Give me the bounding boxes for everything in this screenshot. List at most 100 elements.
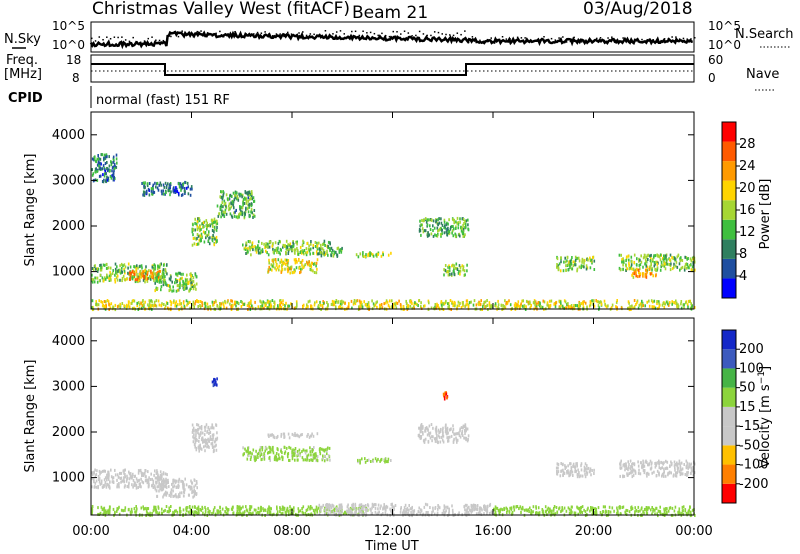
heatmap-cell	[292, 241, 294, 245]
heatmap-cell	[197, 217, 199, 221]
heatmap-cell	[179, 281, 181, 285]
heatmap-cell	[158, 482, 160, 486]
heatmap-cell	[521, 304, 524, 308]
heatmap-cell	[249, 248, 251, 252]
heatmap-cell	[173, 512, 175, 516]
heatmap-cell	[462, 218, 465, 221]
nsearch-dot	[170, 35, 172, 38]
heatmap-cell	[451, 272, 453, 276]
heatmap-cell	[562, 462, 564, 466]
heatmap-cell	[690, 462, 692, 466]
heatmap-cell	[174, 189, 176, 193]
heatmap-cell	[563, 260, 565, 264]
heatmap-cell	[164, 268, 167, 272]
heatmap-cell	[671, 255, 673, 259]
heatmap-cell	[138, 276, 140, 280]
heatmap-cell	[268, 261, 270, 265]
heatmap-cell	[179, 495, 181, 498]
heatmap-cell	[148, 299, 151, 303]
heatmap-cell	[360, 510, 362, 514]
heatmap-cell	[329, 504, 332, 508]
heatmap-cell	[563, 306, 565, 310]
heatmap-cell	[247, 247, 249, 251]
heatmap-cell	[434, 305, 436, 309]
nsearch-dot	[690, 38, 692, 40]
heatmap-cell	[184, 280, 187, 284]
nsearch-dot	[91, 37, 93, 40]
heatmap-cell	[363, 504, 366, 508]
heatmap-cell	[106, 161, 108, 164]
heatmap-cell	[244, 212, 246, 216]
nsearch-dot	[275, 33, 278, 35]
heatmap-cell	[133, 270, 135, 274]
heatmap-cell	[272, 305, 275, 309]
heatmap-cell	[676, 462, 679, 466]
heatmap-cell	[322, 302, 325, 305]
heatmap-cell	[344, 511, 346, 515]
nsearch-dot	[219, 30, 221, 33]
heatmap-cell	[177, 288, 179, 292]
heatmap-cell	[358, 299, 361, 303]
heatmap-cell	[279, 506, 281, 510]
heatmap-cell	[444, 224, 446, 228]
heatmap-cell	[347, 305, 349, 309]
heatmap-cell	[463, 425, 466, 428]
heatmap-cell	[649, 254, 651, 258]
heatmap-cell	[628, 263, 630, 267]
heatmap-cell	[502, 304, 505, 308]
heatmap-cell	[680, 461, 683, 465]
heatmap-cell	[125, 479, 128, 483]
heatmap-cell	[456, 268, 459, 271]
heatmap-cell	[679, 259, 682, 263]
nsearch-dot	[388, 35, 391, 38]
heatmap-cell	[106, 482, 108, 486]
heatmap-cell	[454, 232, 456, 236]
heatmap-cell	[669, 264, 672, 268]
heatmap-cell	[98, 279, 101, 283]
heatmap-cell	[533, 300, 536, 304]
heatmap-cell	[155, 304, 158, 308]
heatmap-cell	[619, 474, 621, 478]
heatmap-cell	[163, 303, 165, 306]
heatmap-cell	[441, 223, 444, 227]
heatmap-cell	[116, 305, 119, 309]
nsearch-dot	[516, 36, 519, 39]
heatmap-cell	[351, 505, 354, 509]
heatmap-cell	[297, 452, 299, 456]
heatmap-cell	[101, 266, 103, 270]
heatmap-cell	[674, 463, 677, 466]
heatmap-cell	[229, 212, 232, 216]
heatmap-cell	[329, 458, 331, 462]
heatmap-cell	[200, 508, 203, 512]
heatmap-cell	[104, 277, 107, 281]
heatmap-cell	[225, 511, 228, 515]
heatmap-cell	[252, 196, 255, 200]
heatmap-cell	[232, 200, 235, 204]
heatmap-cell	[110, 160, 112, 164]
heatmap-cell	[178, 484, 180, 488]
heatmap-cell	[153, 506, 155, 510]
heatmap-cell	[475, 507, 478, 511]
heatmap-cell	[267, 253, 270, 257]
heatmap-cell	[639, 461, 642, 465]
heatmap-cell	[339, 303, 342, 306]
heatmap-cell	[640, 304, 643, 308]
heatmap-cell	[467, 218, 469, 222]
heatmap-cell	[148, 476, 150, 480]
heatmap-cell	[623, 474, 626, 478]
heatmap-cell	[96, 276, 99, 280]
heatmap-cell	[427, 440, 430, 444]
heatmap-cell	[326, 458, 329, 462]
heatmap-cell	[673, 265, 675, 269]
heatmap-cell	[118, 512, 121, 516]
heatmap-cell	[656, 253, 658, 257]
heatmap-cell	[472, 503, 475, 507]
heatmap-cell	[462, 235, 465, 238]
heatmap-cell	[293, 258, 296, 262]
heatmap-cell	[341, 246, 343, 250]
cpid-text: normal (fast) 151 RF	[96, 93, 230, 108]
heatmap-cell	[682, 303, 684, 307]
heatmap-cell	[310, 265, 313, 268]
heatmap-cell	[600, 302, 603, 306]
heatmap-cell	[147, 303, 149, 307]
